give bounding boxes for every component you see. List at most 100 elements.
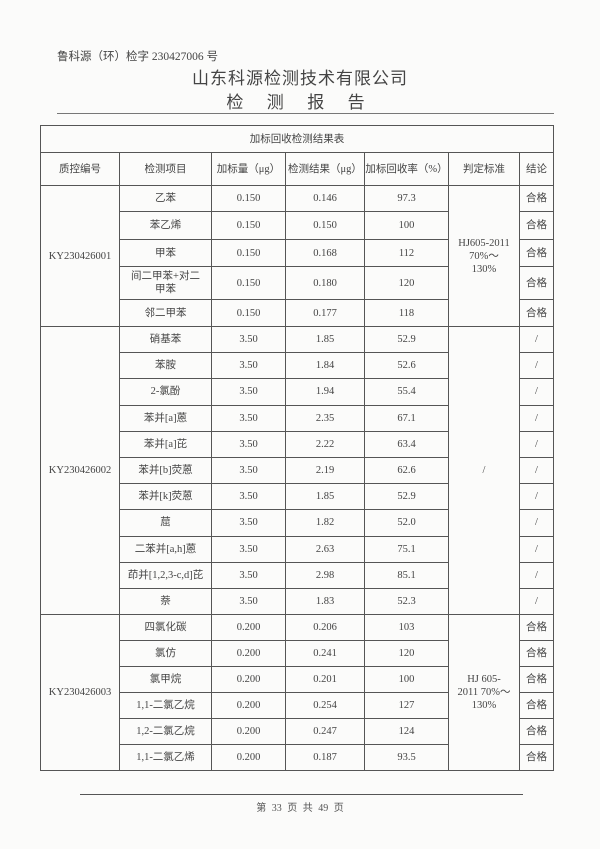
- item-cell: 䓛: [119, 509, 212, 537]
- item-cell: 苯并[k]荧蒽: [119, 483, 212, 511]
- result-cell: 1.85: [285, 483, 365, 511]
- table-row: 1,2-二氯乙烷 0.200 0.247 124 合格: [41, 718, 555, 746]
- result-cell: 1.84: [285, 352, 365, 380]
- item-cell: 1,2-二氯乙烷: [119, 718, 212, 746]
- conclusion-cell: 合格: [518, 185, 555, 212]
- recovery-rate-cell: 103: [364, 614, 449, 642]
- recovery-rate-cell: 67.1: [364, 404, 449, 432]
- table-row: KY230426001 乙苯 0.150 0.146 97.3 HJ605-2011 70…: [40, 185, 555, 327]
- company-name: 山东科源检测技术有限公司: [192, 69, 408, 89]
- conclusion-cell: /: [518, 352, 555, 380]
- recovery-rate-cell: 100: [364, 666, 449, 694]
- spike-amount-cell: 3.50: [211, 483, 286, 511]
- conclusion-cell: 合格: [518, 718, 555, 746]
- result-cell: 0.180: [285, 266, 365, 300]
- table-row: 茚并[1,2,3-c,d]芘 3.50 2.98 85.1 /: [41, 561, 555, 589]
- result-cell: 0.187: [285, 744, 365, 772]
- result-cell: 2.63: [285, 535, 365, 563]
- recovery-rate-cell: 127: [364, 692, 449, 720]
- table-row: 氯甲烷 0.200 0.201 100 合格: [41, 666, 555, 694]
- spike-recovery-table: 加标回收检测结果表 质控编号 检测项目 加标量（μg） 检测结果（μg） 加标回收率（%…: [39, 125, 555, 772]
- table-row: 萘 3.50 1.83 52.3 /: [41, 587, 555, 616]
- result-cell: 0.177: [285, 299, 365, 327]
- recovery-rate-cell: 93.5: [364, 744, 449, 772]
- table-row: 二苯并[a,h]蒽 3.50 2.63 75.1 /: [41, 535, 555, 563]
- item-cell: 茚并[1,2,3-c,d]芘: [119, 561, 212, 589]
- column-header: 加标量（μg）: [211, 152, 286, 186]
- spike-amount-cell: 0.200: [211, 666, 286, 694]
- item-cell: 甲苯: [119, 239, 212, 267]
- result-cell: 1.82: [285, 509, 365, 537]
- column-header: 判定标准: [448, 152, 520, 186]
- recovery-rate-cell: 120: [364, 266, 449, 300]
- table-row: 苯乙烯 0.150 0.150 100 合格: [41, 211, 555, 240]
- item-cell: 苯乙烯: [119, 211, 212, 240]
- recovery-rate-cell: 112: [364, 239, 449, 267]
- recovery-rate-cell: 100: [364, 211, 449, 240]
- column-header: 检测项目: [119, 152, 212, 186]
- spike-amount-cell: 0.150: [211, 239, 286, 267]
- table-row: KY230426002 硝基苯 3.50 1.85 52.9//: [40, 325, 555, 616]
- table-row: 氯仿 0.200 0.241 120 合格: [41, 640, 555, 668]
- spike-amount-cell: 3.50: [211, 325, 286, 354]
- column-header: 结论: [518, 152, 555, 186]
- spike-amount-cell: 0.200: [211, 614, 286, 642]
- recovery-rate-cell: 97.3: [364, 185, 449, 212]
- recovery-rate-cell: 62.6: [364, 456, 449, 485]
- result-cell: 2.19: [285, 456, 365, 485]
- header-divider: [57, 113, 554, 114]
- conclusion-cell: /: [518, 430, 555, 458]
- report-title: 检 测 报 告: [226, 93, 374, 113]
- table-row: 2-氯酚 3.50 1.94 55.4 /: [41, 378, 555, 406]
- result-cell: 0.206: [285, 614, 365, 642]
- report-number: 鲁科源（环）检字 230427006 号: [57, 51, 218, 63]
- item-cell: 苯胺: [119, 352, 212, 380]
- result-cell: 2.35: [285, 404, 365, 432]
- item-cell: 乙苯: [119, 185, 212, 212]
- conclusion-cell: /: [518, 587, 555, 616]
- recovery-rate-cell: 52.9: [364, 325, 449, 354]
- spike-amount-cell: 3.50: [211, 404, 286, 432]
- result-cell: 0.254: [285, 692, 365, 720]
- table-row: 苯并[b]荧蒽 3.50 2.19 62.6 /: [41, 456, 555, 485]
- spike-amount-cell: 0.150: [211, 266, 286, 300]
- conclusion-cell: /: [518, 378, 555, 406]
- item-cell: 硝基苯: [119, 325, 212, 354]
- result-cell: 1.85: [285, 325, 365, 354]
- item-cell: 苯并[b]荧蒽: [119, 456, 212, 485]
- spike-amount-cell: 0.150: [211, 185, 286, 212]
- column-header: 加标回收率（%）: [364, 152, 449, 186]
- spike-amount-cell: 0.200: [211, 640, 286, 668]
- item-cell: 苯并[a]芘: [119, 430, 212, 458]
- footer-divider: [80, 794, 523, 795]
- conclusion-cell: /: [518, 404, 555, 432]
- conclusion-cell: 合格: [518, 211, 555, 240]
- result-cell: 0.247: [285, 718, 365, 746]
- standard-cell: HJ605-2011 70%～130%: [448, 185, 520, 327]
- conclusion-cell: /: [518, 483, 555, 511]
- recovery-rate-cell: 118: [364, 299, 449, 327]
- spike-amount-cell: 0.200: [211, 744, 286, 772]
- recovery-rate-cell: 75.1: [364, 535, 449, 563]
- result-cell: 0.146: [285, 185, 365, 212]
- table-row: 1,1-二氯乙烯 0.200 0.187 93.5 合格: [41, 744, 555, 772]
- conclusion-cell: /: [518, 456, 555, 485]
- item-cell: 苯并[a]蒽: [119, 404, 212, 432]
- result-cell: 2.98: [285, 561, 365, 589]
- recovery-rate-cell: 52.6: [364, 352, 449, 380]
- conclusion-cell: 合格: [518, 239, 555, 267]
- conclusion-cell: /: [518, 535, 555, 563]
- item-cell: 2-氯酚: [119, 378, 212, 406]
- spike-amount-cell: 0.150: [211, 211, 286, 240]
- spike-amount-cell: 3.50: [211, 378, 286, 406]
- result-cell: 0.241: [285, 640, 365, 668]
- spike-amount-cell: 0.200: [211, 718, 286, 746]
- item-cell: 二苯并[a,h]蒽: [119, 535, 212, 563]
- conclusion-cell: /: [518, 509, 555, 537]
- qc-id-cell: KY230426003: [40, 614, 120, 772]
- conclusion-cell: 合格: [518, 744, 555, 772]
- conclusion-cell: /: [518, 561, 555, 589]
- table-row: KY230426003 四氯化碳 0.200 0.206 103 HJ 605-2011 …: [40, 614, 555, 772]
- conclusion-cell: 合格: [518, 266, 555, 300]
